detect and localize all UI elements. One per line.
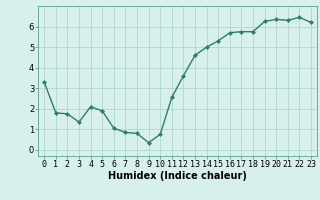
X-axis label: Humidex (Indice chaleur): Humidex (Indice chaleur) <box>108 171 247 181</box>
